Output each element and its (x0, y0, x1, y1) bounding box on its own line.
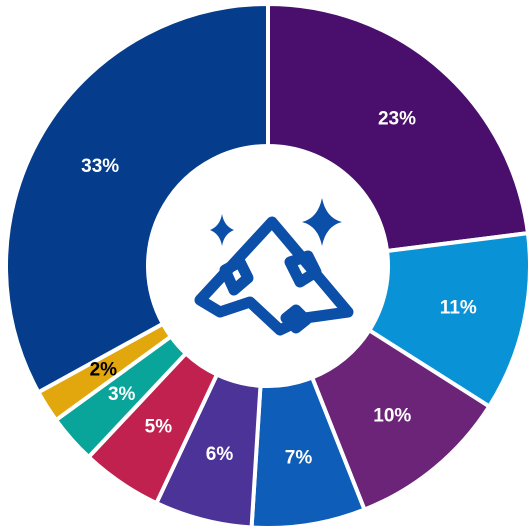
mountain-icon (194, 216, 354, 336)
data-label: 7% (285, 448, 313, 469)
data-label: 2% (90, 360, 118, 381)
center-icon (194, 216, 354, 336)
rock-icon (284, 250, 322, 288)
slice (4, 1, 270, 395)
stars (210, 198, 342, 246)
rock-icon (280, 304, 312, 334)
star-icon (210, 214, 234, 246)
slices (4, 1, 530, 529)
rock-icon (219, 256, 254, 296)
data-label: 11% (440, 298, 477, 319)
data-label: 10% (373, 405, 411, 426)
data-label: 3% (108, 384, 136, 405)
center-hole (150, 148, 386, 384)
data-label: 33% (81, 156, 119, 177)
data-label: 5% (145, 416, 173, 437)
data-label: 23% (378, 109, 416, 130)
data-label: 6% (206, 444, 234, 465)
star-icon (302, 198, 342, 246)
slice (266, 1, 530, 254)
